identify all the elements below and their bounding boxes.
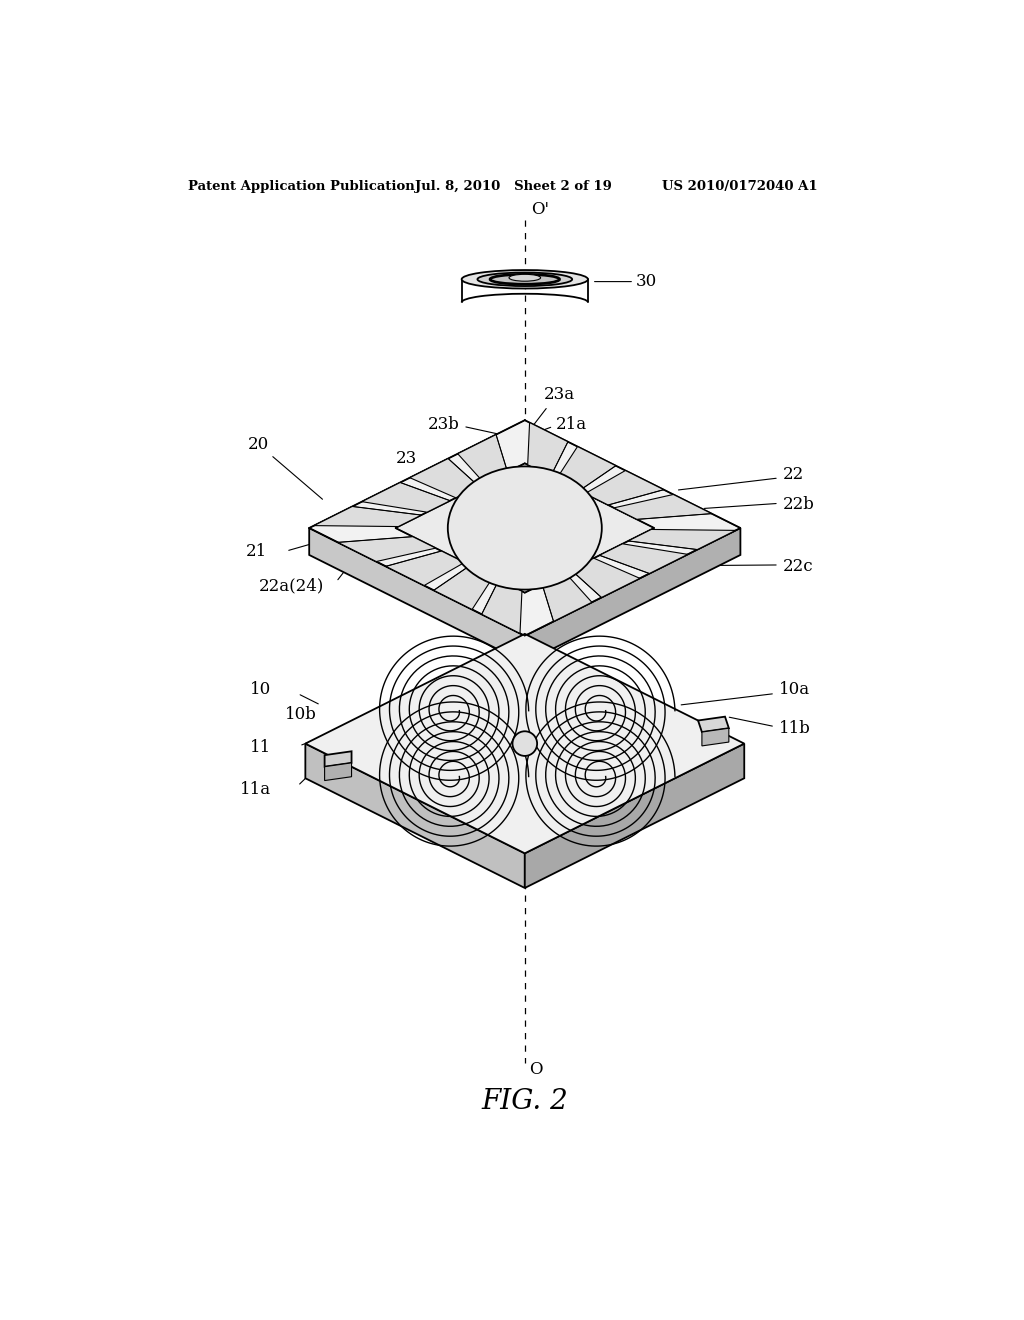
Text: O': O'	[531, 202, 549, 218]
Text: 10b: 10b	[285, 706, 316, 723]
Polygon shape	[305, 743, 524, 888]
Text: 11a: 11a	[240, 781, 270, 799]
Polygon shape	[585, 470, 664, 506]
Text: 10a: 10a	[779, 681, 810, 698]
Polygon shape	[698, 717, 729, 733]
Polygon shape	[458, 434, 508, 483]
Polygon shape	[599, 544, 688, 573]
Text: 10: 10	[250, 681, 270, 698]
Ellipse shape	[447, 466, 602, 590]
Polygon shape	[542, 573, 592, 622]
Polygon shape	[309, 420, 740, 636]
Text: 22a(24): 22a(24)	[259, 577, 325, 594]
Polygon shape	[527, 422, 568, 477]
Ellipse shape	[512, 731, 538, 756]
Text: 21: 21	[246, 543, 267, 560]
Ellipse shape	[490, 275, 559, 284]
Polygon shape	[338, 537, 435, 561]
Text: US 2010/0172040 A1: US 2010/0172040 A1	[662, 180, 817, 193]
Polygon shape	[524, 743, 744, 888]
Polygon shape	[629, 529, 735, 549]
Polygon shape	[325, 751, 351, 767]
Text: 22: 22	[782, 466, 804, 483]
Polygon shape	[314, 507, 421, 527]
Text: 22b: 22b	[782, 496, 815, 513]
Text: Patent Application Publication: Patent Application Publication	[188, 180, 415, 193]
Text: Jul. 8, 2010   Sheet 2 of 19: Jul. 8, 2010 Sheet 2 of 19	[416, 180, 612, 193]
Text: FIG. 2: FIG. 2	[481, 1088, 568, 1115]
Polygon shape	[305, 634, 744, 853]
Polygon shape	[410, 458, 479, 498]
Text: 11: 11	[250, 739, 270, 756]
Text: 23b: 23b	[427, 416, 460, 433]
Polygon shape	[524, 528, 740, 663]
Polygon shape	[570, 558, 640, 598]
Text: 11b: 11b	[779, 719, 811, 737]
Text: 20: 20	[248, 437, 269, 453]
Polygon shape	[614, 495, 712, 519]
Text: 22c: 22c	[782, 558, 813, 576]
Polygon shape	[386, 550, 465, 586]
Ellipse shape	[462, 271, 588, 289]
Polygon shape	[481, 579, 522, 634]
Polygon shape	[395, 463, 654, 593]
Polygon shape	[309, 528, 524, 663]
Text: 21a: 21a	[556, 416, 587, 433]
Polygon shape	[361, 483, 451, 512]
Text: 30: 30	[636, 273, 657, 290]
Ellipse shape	[509, 275, 541, 281]
Text: O: O	[529, 1061, 543, 1078]
Polygon shape	[556, 446, 615, 491]
Polygon shape	[434, 565, 494, 610]
Polygon shape	[325, 763, 351, 780]
Polygon shape	[701, 729, 729, 746]
Text: 23: 23	[395, 450, 417, 467]
Ellipse shape	[477, 272, 572, 286]
Text: 23a: 23a	[544, 387, 575, 404]
